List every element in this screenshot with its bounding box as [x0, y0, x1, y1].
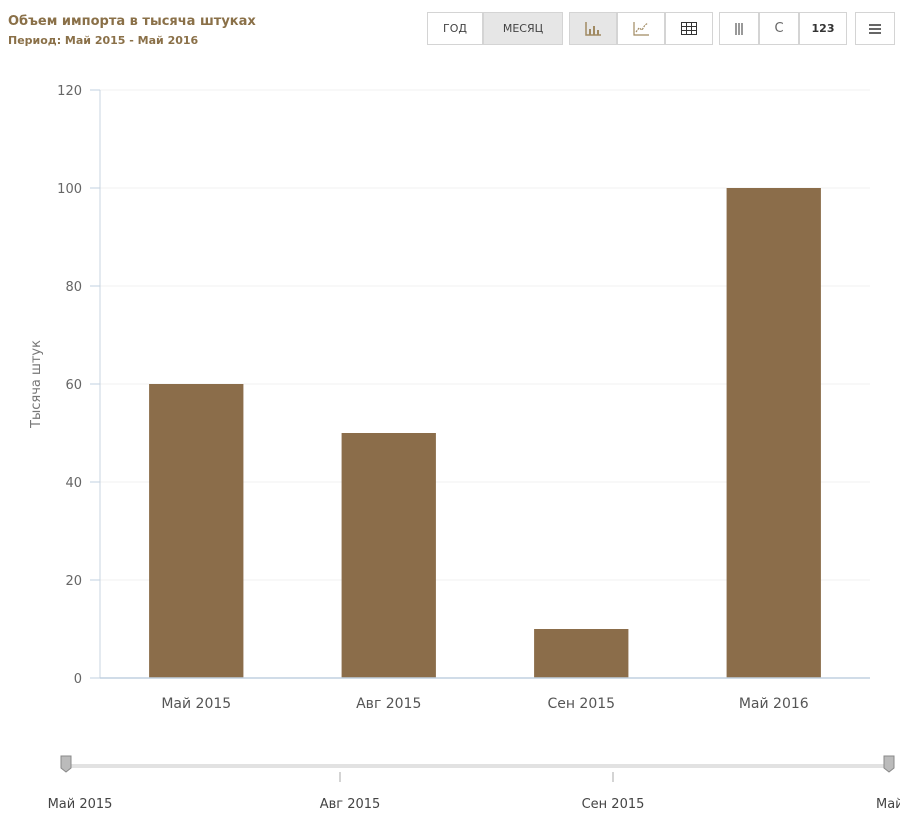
x-tick-label: Сен 2015	[547, 696, 615, 712]
line-chart-icon	[632, 21, 650, 37]
month-button[interactable]: МЕСЯЦ	[483, 12, 563, 45]
x-tick-label: Авг 2015	[356, 696, 421, 712]
y-tick-label: 60	[65, 378, 82, 393]
columns-button[interactable]	[719, 12, 759, 45]
y-tick-label: 120	[57, 84, 82, 99]
y-tick-label: 0	[74, 672, 82, 687]
bar[interactable]	[534, 629, 629, 678]
navigator-label: Сен 2015	[582, 797, 645, 812]
bar[interactable]	[726, 188, 821, 678]
bar-view-button[interactable]	[569, 12, 617, 45]
y-tick-label: 40	[65, 476, 82, 491]
y-axis-title: Тысяча штук	[29, 340, 44, 429]
refresh-button[interactable]: C	[759, 12, 799, 45]
table-icon	[681, 22, 697, 35]
table-view-button[interactable]	[665, 12, 713, 45]
chart-title: Объем импорта в тысяча штуках	[8, 14, 256, 29]
x-tick-label: Май 2016	[739, 696, 809, 712]
navigator-label: Май 2015	[48, 797, 113, 812]
x-tick-label: Май 2015	[161, 696, 231, 712]
hamburger-menu-icon	[869, 23, 881, 34]
y-tick-label: 80	[65, 280, 82, 295]
line-view-button[interactable]	[617, 12, 665, 45]
year-button[interactable]: ГОД	[427, 12, 483, 45]
navigator-handle-left[interactable]	[60, 755, 72, 773]
y-tick-label: 20	[65, 574, 82, 589]
chart-subtitle: Период: Май 2015 - Май 2016	[8, 34, 199, 47]
navigator-label: Май	[876, 797, 900, 812]
bar[interactable]	[149, 384, 244, 678]
bar[interactable]	[341, 433, 436, 678]
menu-button[interactable]	[855, 12, 895, 45]
y-tick-label: 100	[57, 182, 82, 197]
columns-icon	[734, 22, 744, 36]
bar-chart-icon	[584, 21, 602, 37]
navigator-label: Авг 2015	[320, 797, 381, 812]
values-button[interactable]: 123	[799, 12, 847, 45]
navigator-handle-right[interactable]	[883, 755, 895, 773]
